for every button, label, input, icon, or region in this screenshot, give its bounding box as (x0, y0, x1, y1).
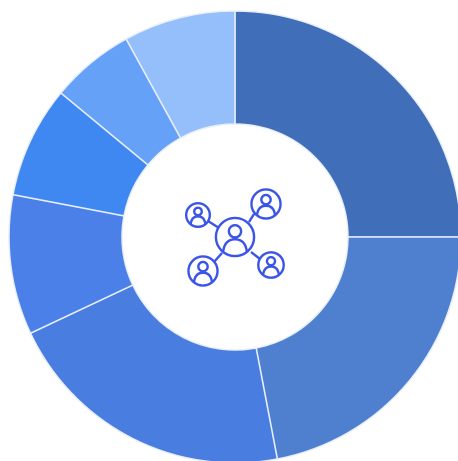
person-icon (216, 218, 254, 256)
donut-slice (234, 10, 458, 238)
center-icon (186, 189, 284, 285)
person-icon (188, 256, 217, 285)
donut-slice (125, 10, 236, 139)
donut-slice (29, 284, 279, 461)
donut-slice (255, 236, 458, 460)
person-icon (251, 189, 280, 218)
person-icon (258, 252, 283, 277)
person-icon (186, 203, 210, 227)
donut (8, 10, 458, 461)
